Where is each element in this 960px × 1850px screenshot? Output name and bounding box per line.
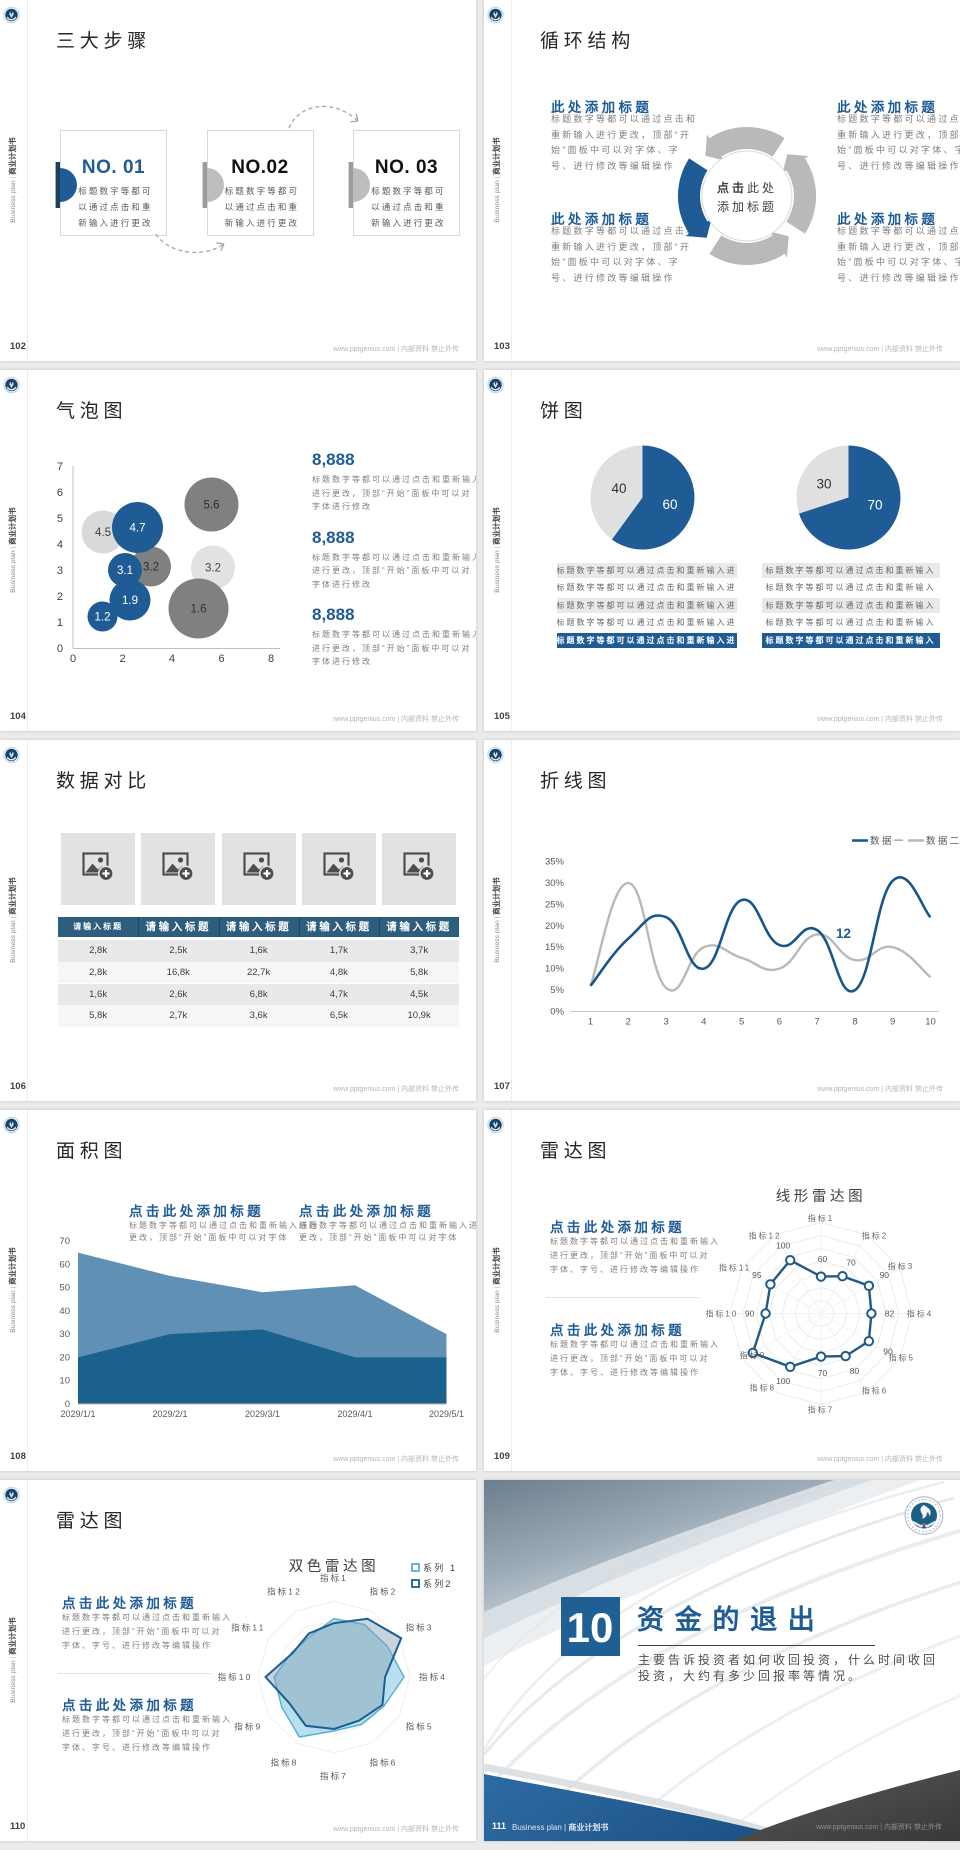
svg-text:指标7: 指标7: [320, 1771, 348, 1781]
svg-text:30: 30: [816, 477, 831, 492]
svg-text:60: 60: [59, 1259, 70, 1270]
svg-text:60: 60: [662, 497, 677, 512]
svg-text:3.2: 3.2: [143, 562, 159, 574]
svg-text:指标12: 指标12: [267, 1586, 302, 1596]
svg-text:20%: 20%: [545, 921, 565, 932]
svg-text:100: 100: [776, 1376, 790, 1386]
svg-text:0: 0: [65, 1399, 70, 1410]
svg-text:指标11: 指标11: [719, 1263, 751, 1273]
svg-text:1.9: 1.9: [122, 595, 138, 607]
svg-text:数据二: 数据二: [926, 835, 960, 847]
svg-text:8: 8: [268, 653, 274, 665]
svg-text:指标9: 指标9: [234, 1722, 262, 1732]
svg-text:95: 95: [752, 1270, 762, 1280]
svg-text:70: 70: [867, 498, 882, 513]
svg-text:2029/4/1: 2029/4/1: [337, 1409, 372, 1419]
svg-text:指标6: 指标6: [369, 1758, 397, 1768]
svg-text:6: 6: [218, 653, 224, 665]
svg-text:70: 70: [59, 1236, 70, 1247]
svg-text:9: 9: [890, 1017, 895, 1028]
svg-text:2: 2: [57, 591, 63, 603]
svg-text:35%: 35%: [545, 857, 565, 868]
svg-text:3.2: 3.2: [205, 563, 221, 575]
svg-text:指标2: 指标2: [369, 1586, 397, 1596]
svg-text:指标3: 指标3: [888, 1261, 914, 1271]
svg-text:40: 40: [611, 481, 626, 496]
svg-text:0: 0: [70, 653, 76, 665]
svg-text:25%: 25%: [545, 899, 565, 910]
svg-text:3.1: 3.1: [117, 565, 133, 577]
svg-text:系列2: 系列2: [423, 1578, 453, 1589]
svg-text:80: 80: [850, 1366, 860, 1376]
svg-text:1.6: 1.6: [191, 604, 207, 616]
svg-text:1.2: 1.2: [95, 612, 111, 624]
svg-text:90: 90: [745, 1309, 755, 1319]
svg-text:指标12: 指标12: [749, 1230, 782, 1240]
svg-text:1: 1: [57, 617, 63, 629]
svg-text:2029/2/1: 2029/2/1: [152, 1409, 187, 1419]
svg-text:4.5: 4.5: [95, 527, 111, 539]
svg-text:30%: 30%: [545, 878, 565, 889]
svg-text:指标8: 指标8: [749, 1383, 775, 1393]
svg-text:100: 100: [776, 1241, 790, 1251]
svg-text:90: 90: [883, 1346, 893, 1356]
svg-text:指标5: 指标5: [406, 1722, 434, 1732]
svg-text:30: 30: [59, 1329, 70, 1340]
svg-text:2029/3/1: 2029/3/1: [245, 1409, 280, 1419]
svg-text:60: 60: [818, 1254, 828, 1264]
svg-text:指标1: 指标1: [808, 1213, 834, 1223]
svg-text:指标5: 指标5: [889, 1352, 915, 1362]
svg-text:8: 8: [852, 1017, 857, 1028]
svg-text:0%: 0%: [550, 1007, 564, 1018]
svg-text:7: 7: [815, 1017, 820, 1028]
svg-text:5.6: 5.6: [204, 500, 220, 512]
svg-text:5: 5: [739, 1017, 744, 1028]
svg-text:2: 2: [626, 1017, 631, 1028]
svg-text:指标1: 指标1: [320, 1573, 348, 1583]
svg-text:指标7: 指标7: [808, 1405, 834, 1415]
svg-text:10: 10: [59, 1376, 70, 1387]
svg-text:4: 4: [57, 539, 63, 551]
svg-text:指标10: 指标10: [218, 1672, 253, 1682]
svg-text:指标3: 指标3: [406, 1623, 434, 1633]
svg-text:2: 2: [119, 653, 125, 665]
svg-text:指标11: 指标11: [231, 1623, 265, 1633]
svg-text:指标9: 指标9: [740, 1350, 766, 1360]
svg-text:4: 4: [169, 653, 175, 665]
svg-text:指标4: 指标4: [419, 1672, 447, 1682]
svg-text:数据一: 数据一: [870, 835, 906, 847]
svg-text:指标10: 指标10: [705, 1309, 738, 1319]
svg-text:82: 82: [885, 1309, 895, 1319]
svg-text:90: 90: [880, 1270, 890, 1280]
svg-text:10: 10: [925, 1017, 936, 1028]
svg-text:7: 7: [57, 461, 63, 473]
svg-text:70: 70: [846, 1258, 856, 1268]
svg-text:6: 6: [57, 487, 63, 499]
svg-text:指标2: 指标2: [862, 1230, 888, 1240]
svg-text:50: 50: [59, 1283, 70, 1294]
svg-text:5%: 5%: [550, 985, 564, 996]
svg-text:70: 70: [818, 1368, 828, 1378]
svg-text:系列 1: 系列 1: [423, 1562, 457, 1573]
svg-text:3: 3: [663, 1017, 668, 1028]
svg-text:6: 6: [777, 1017, 782, 1028]
svg-text:20: 20: [59, 1352, 70, 1363]
svg-text:2029/1/1: 2029/1/1: [60, 1409, 95, 1419]
svg-text:10%: 10%: [545, 964, 565, 975]
svg-text:4.7: 4.7: [130, 523, 146, 535]
svg-text:40: 40: [59, 1306, 70, 1317]
svg-text:指标8: 指标8: [270, 1758, 298, 1768]
svg-text:指标4: 指标4: [907, 1309, 933, 1319]
svg-text:指标6: 指标6: [862, 1386, 888, 1396]
svg-text:15%: 15%: [545, 942, 565, 953]
svg-text:12: 12: [836, 926, 851, 941]
svg-text:3: 3: [57, 565, 63, 577]
svg-text:0: 0: [57, 643, 63, 655]
svg-text:1: 1: [588, 1017, 593, 1028]
svg-text:2029/5/1: 2029/5/1: [429, 1409, 464, 1419]
svg-text:5: 5: [57, 513, 63, 525]
svg-text:4: 4: [701, 1017, 706, 1028]
